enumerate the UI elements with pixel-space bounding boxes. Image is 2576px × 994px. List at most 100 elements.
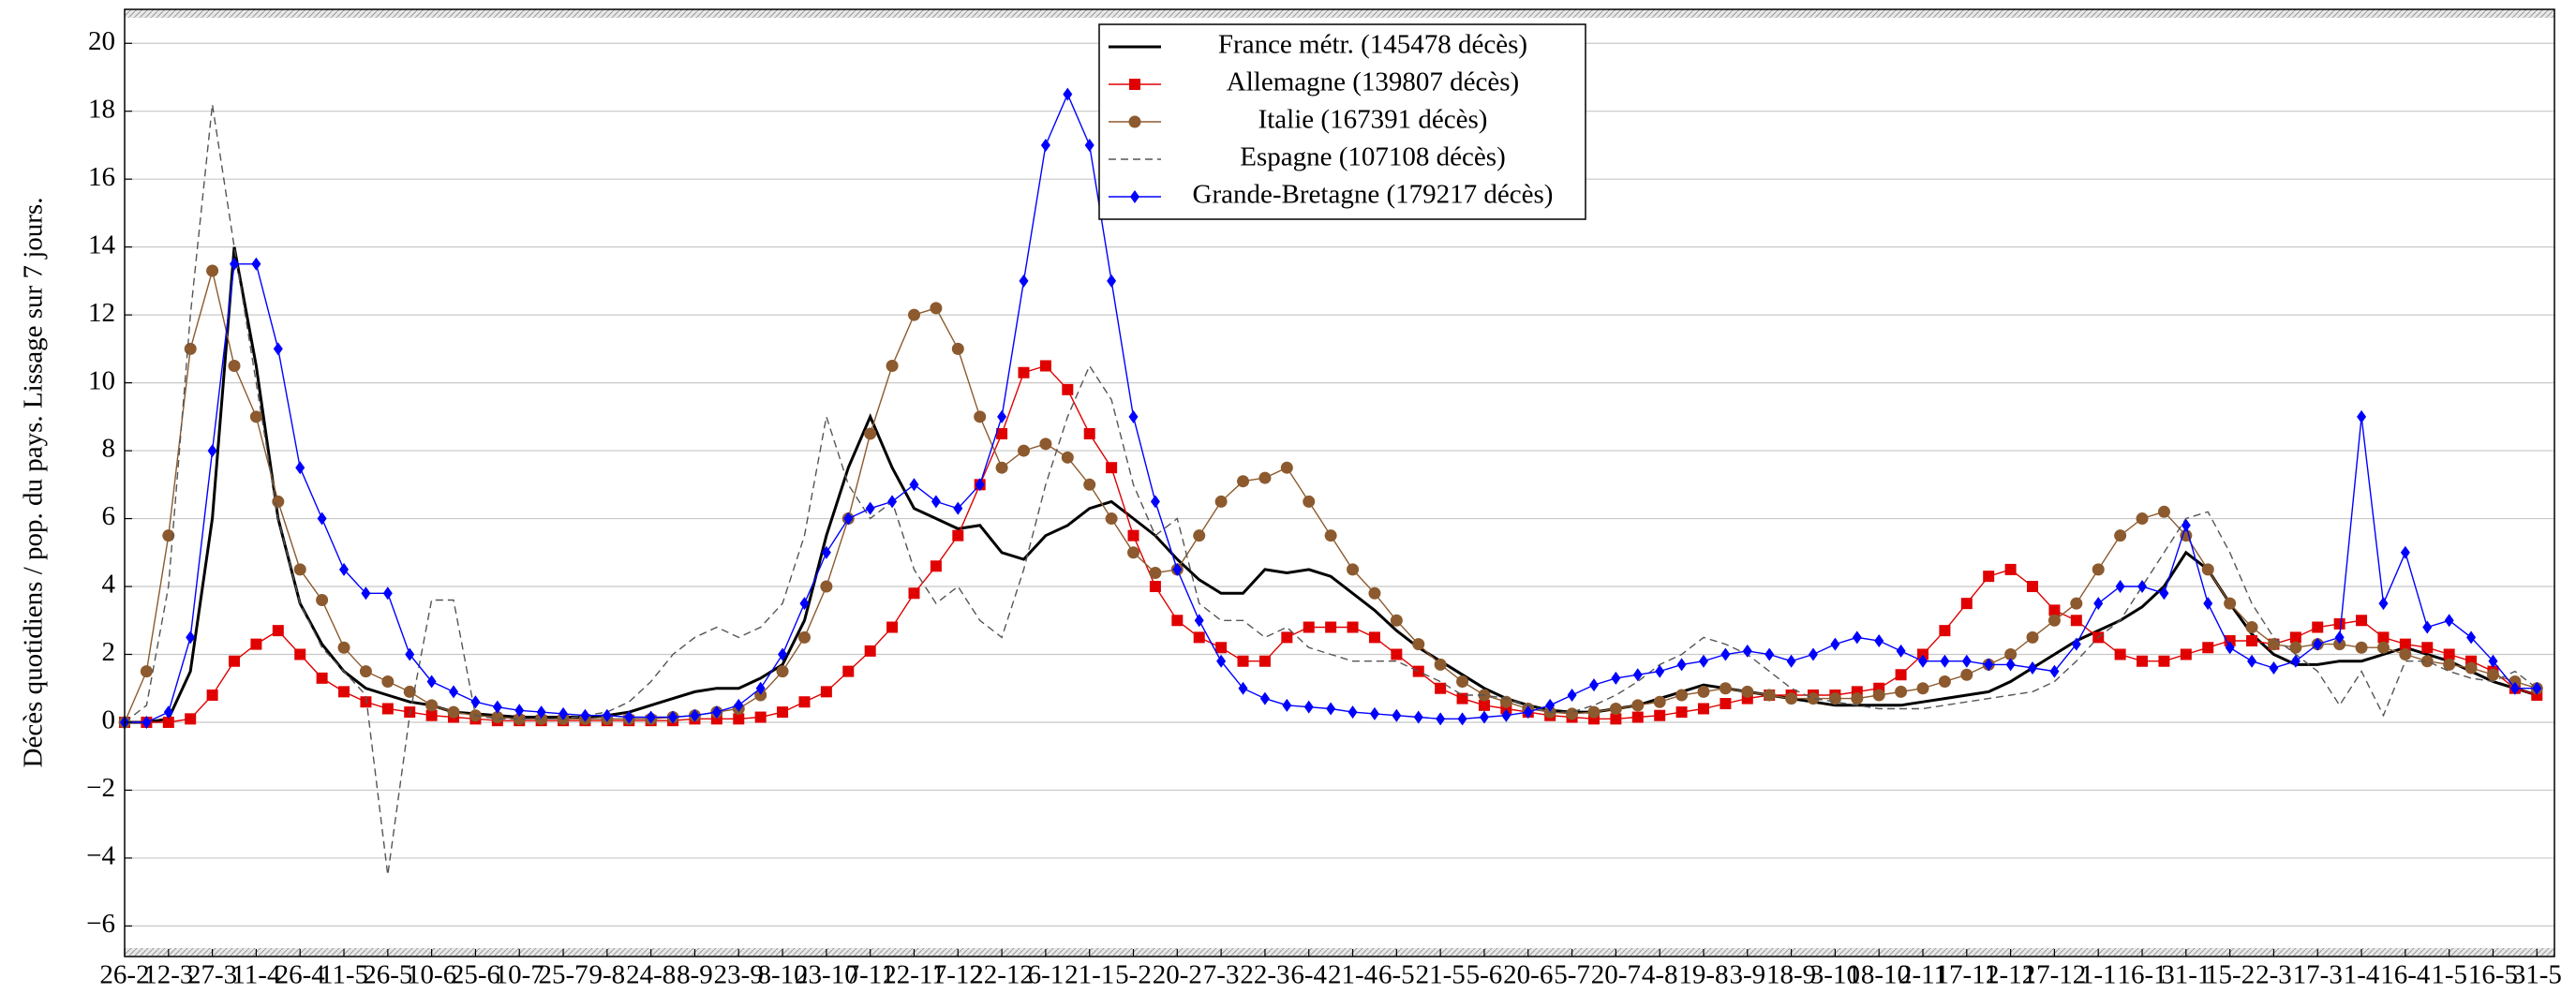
marker [951, 342, 964, 355]
x-tick-label: 3-10 [1810, 960, 1860, 990]
marker [1348, 705, 1358, 720]
marker [1478, 699, 1490, 711]
marker [317, 512, 327, 526]
marker [140, 665, 153, 678]
y-tick-label: 16 [88, 162, 115, 192]
x-tick-label: 11-5 [320, 960, 368, 990]
marker [1457, 712, 1467, 726]
marker [230, 257, 240, 271]
marker [1127, 546, 1140, 559]
marker [2464, 661, 2478, 675]
marker [1436, 712, 1446, 726]
marker [798, 696, 811, 708]
x-tick-label: 23-9 [714, 960, 764, 990]
marker [930, 560, 942, 572]
marker [1129, 79, 1140, 90]
marker [820, 686, 832, 698]
marker [995, 461, 1008, 474]
marker [162, 529, 175, 542]
marker [513, 712, 526, 725]
marker [1895, 669, 1907, 681]
marker [405, 647, 415, 661]
marker [1653, 695, 1666, 708]
marker [909, 478, 919, 492]
marker [492, 700, 502, 714]
marker [272, 495, 285, 508]
marker [1106, 462, 1118, 474]
marker [558, 706, 569, 720]
marker [755, 681, 766, 695]
marker [206, 689, 218, 701]
marker [1149, 581, 1161, 593]
marker [1282, 698, 1292, 712]
marker [491, 711, 504, 724]
marker [1479, 710, 1489, 724]
marker [2488, 654, 2498, 668]
marker [952, 529, 964, 542]
marker [425, 709, 438, 721]
marker [1632, 668, 1643, 682]
marker [1676, 658, 1687, 672]
y-tick-label: 8 [102, 434, 116, 464]
marker [1675, 689, 1689, 702]
marker [1741, 685, 1754, 698]
marker [1851, 692, 1864, 705]
marker [2399, 647, 2412, 660]
marker [1215, 642, 1228, 654]
y-tick-label: 0 [102, 705, 116, 735]
marker [1412, 665, 1424, 677]
marker [360, 696, 372, 708]
marker [2181, 518, 2191, 532]
marker [2356, 615, 2368, 627]
marker [1940, 654, 1950, 668]
marker [2047, 614, 2061, 627]
marker [2313, 637, 2323, 651]
marker [1128, 115, 1141, 128]
marker [1369, 706, 1379, 720]
marker [316, 672, 328, 684]
marker [2378, 597, 2389, 611]
x-tick-label: 20-7 [1591, 960, 1641, 990]
marker [1018, 366, 1030, 378]
marker [207, 444, 217, 458]
marker [1609, 702, 1622, 715]
marker [1390, 614, 1403, 627]
marker [1675, 706, 1688, 719]
marker [1610, 713, 1622, 725]
marker [843, 512, 854, 526]
marker [1611, 671, 1621, 685]
marker [1435, 682, 1447, 694]
marker [2027, 581, 2039, 593]
marker [2093, 597, 2104, 611]
marker [2224, 635, 2236, 646]
marker [359, 665, 372, 678]
marker [2355, 641, 2368, 654]
marker [646, 710, 656, 724]
marker [1413, 710, 1423, 724]
marker [1523, 705, 1533, 720]
marker [602, 708, 612, 722]
marker [250, 638, 262, 650]
marker [2247, 654, 2257, 668]
x-tick-label: 22-11 [883, 960, 946, 990]
marker [2443, 648, 2455, 660]
marker [1105, 512, 1118, 526]
marker [777, 706, 789, 719]
marker [338, 686, 350, 698]
marker [295, 461, 305, 475]
marker [842, 665, 855, 677]
marker [2421, 642, 2434, 654]
x-tick-label: 9-8 [589, 960, 626, 990]
series-line [125, 246, 2538, 724]
marker [908, 587, 920, 600]
x-tick-label: 1-1 [2080, 960, 2117, 990]
x-tick-label: 5-6 [1467, 960, 1503, 990]
marker [865, 501, 875, 515]
marker [1983, 571, 1995, 583]
marker [1303, 495, 1316, 508]
marker [1742, 644, 1752, 658]
marker [1171, 615, 1184, 627]
marker [1061, 451, 1074, 464]
marker [975, 478, 985, 492]
marker [2158, 655, 2170, 667]
